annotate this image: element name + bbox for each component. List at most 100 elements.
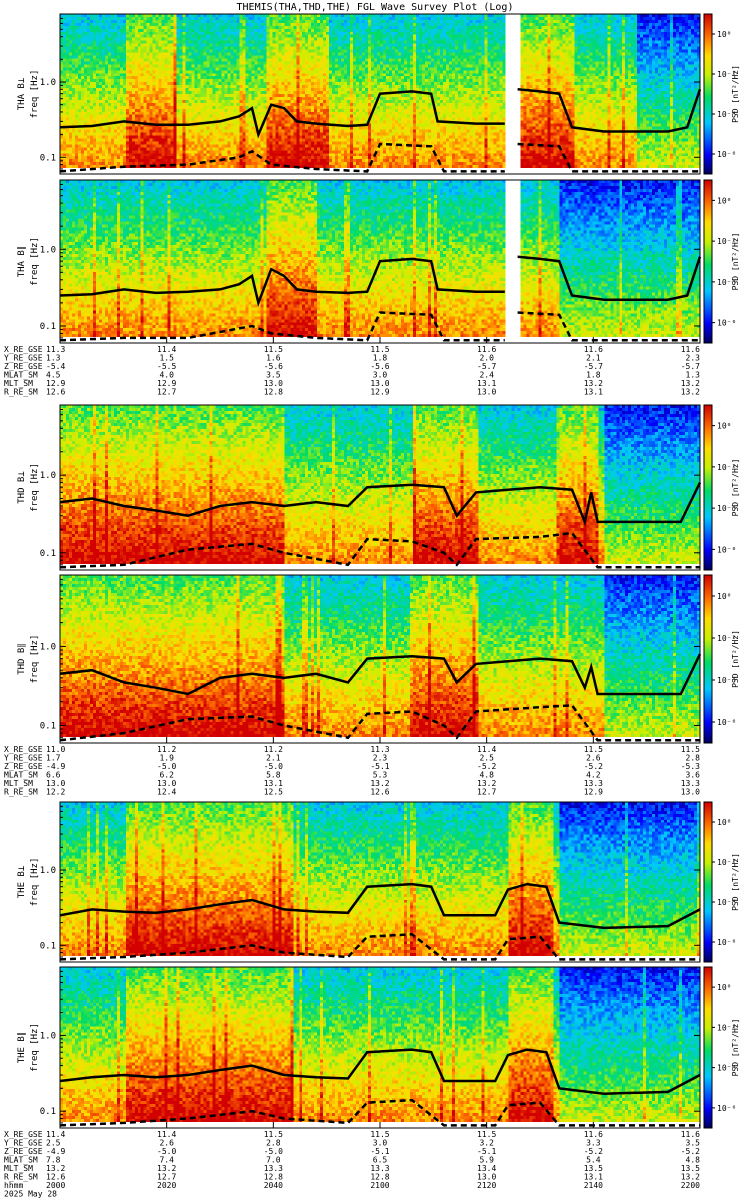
ephemeris-value: 3.6	[686, 771, 701, 780]
lower-frequency-line	[59, 311, 505, 342]
colorbar-tick-label: 10⁻⁶	[717, 319, 736, 328]
ephemeris-label: Z_RE_GSE	[4, 1147, 43, 1156]
panel-ylabel: THE B⊥	[17, 865, 27, 898]
ephemeris-value: -5.0	[157, 1147, 176, 1156]
ephemeris-value: 13.5	[584, 1164, 603, 1173]
ephemeris-value: 5.3	[373, 771, 388, 780]
ephemeris-label: Y_RE_GSE	[4, 354, 43, 363]
chart-title: THEMIS(THA,THD,THE) FGL Wave Survey Plot…	[237, 2, 514, 13]
ephemeris-value: 6.2	[159, 771, 174, 780]
ephemeris-value: 4.0	[159, 371, 174, 380]
ephemeris-value: 4.5	[46, 371, 61, 380]
ephemeris-label: Y_RE_GSE	[4, 754, 43, 763]
ephemeris-value: 6.6	[46, 771, 61, 780]
colorbar-tick-label: 10⁻²	[717, 237, 736, 246]
ephemeris-label: R_RE_SM	[4, 1173, 38, 1182]
ephemeris-value: 2200	[681, 1181, 700, 1190]
colorbar-tick-label: 10⁻²	[717, 1023, 736, 1032]
ephemeris-value: 11.6	[681, 345, 700, 354]
colorbar-tick-label: 10⁰	[717, 196, 731, 205]
ephemeris-value: 7.8	[46, 1156, 61, 1165]
colorbar	[703, 179, 713, 344]
mean-frequency-line	[59, 1048, 701, 1095]
ephemeris-value: 5.4	[586, 1156, 601, 1165]
colorbar-tick-label: 10⁻⁴	[717, 110, 736, 119]
ephemeris-value: 2020	[157, 1181, 176, 1190]
spectrogram-panel-2: 0.1 1.0 THA B∥ freq [Hz] 10⁰ 10⁻² 10⁻⁴ 10⁻⁶ PSD …	[17, 179, 740, 344]
mean-frequency-line	[59, 90, 505, 139]
ephemeris-value: 2040	[264, 1181, 283, 1190]
ephemeris-label: 2025 May 28	[4, 1190, 57, 1199]
ephemeris-value: 3.5	[686, 1139, 701, 1148]
ephemeris-value: 12.7	[477, 788, 496, 797]
ephemeris-value: 5.8	[266, 771, 281, 780]
ephemeris-value: 11.4	[477, 745, 496, 754]
ephemeris-value: 13.2	[46, 1164, 65, 1173]
ephemeris-block-1: X_RE_GSEY_RE_GSEZ_RE_GSEMLAT_SMMLT_SMR_R…	[4, 337, 701, 397]
ephemeris-value: 13.2	[477, 779, 496, 788]
ephemeris-value: 13.3	[681, 779, 700, 788]
ephemeris-label: Y_RE_GSE	[4, 1139, 43, 1148]
ephemeris-value: 13.1	[264, 779, 283, 788]
ephemeris-value: -5.0	[157, 762, 176, 771]
mean-frequency-line	[59, 882, 701, 930]
colorbar-label: PSD [nT²/Hz]	[731, 233, 740, 291]
colorbar	[703, 966, 713, 1129]
ephemeris-value: -5.3	[681, 762, 700, 771]
colorbar-tick-label: 10⁻²	[717, 858, 736, 867]
ephemeris-value: 11.3	[46, 345, 65, 354]
ephemeris-value: 13.1	[584, 1173, 603, 1182]
lower-frequency-line	[59, 704, 700, 742]
y-tick-label: 1.0	[40, 471, 56, 481]
ephemeris-value: 12.8	[264, 388, 283, 397]
panel-ylabel: THA B⊥	[17, 77, 27, 110]
lower-frequency-line	[59, 933, 700, 961]
ephemeris-value: 12.9	[46, 379, 65, 388]
ephemeris-value: 2.6	[159, 1139, 174, 1148]
panel-ylabel-units: freq [Hz]	[30, 1023, 40, 1072]
colorbar-tick-label: 10⁻⁴	[717, 676, 736, 685]
ephemeris-value: 13.1	[477, 379, 496, 388]
ephemeris-value: 2.5	[479, 754, 494, 763]
ephemeris-value: 13.2	[681, 388, 700, 397]
ephemeris-value: 13.0	[157, 779, 176, 788]
ephemeris-label: MLAT_SM	[4, 371, 38, 380]
ephemeris-label: R_RE_SM	[4, 788, 38, 797]
ephemeris-value: -5.2	[584, 1147, 603, 1156]
ephemeris-value: 2.3	[373, 754, 388, 763]
panel-ylabel: THE B∥	[17, 1032, 27, 1064]
ephemeris-label: Z_RE_GSE	[4, 762, 43, 771]
panel-ylabel: THA B∥	[17, 246, 27, 278]
ephemeris-value: 7.4	[159, 1156, 174, 1165]
colorbar-tick-label: 10⁻⁶	[717, 545, 736, 554]
ephemeris-value: 12.9	[370, 388, 389, 397]
colorbar	[703, 13, 713, 175]
y-tick-label: 1.0	[40, 1031, 56, 1041]
ephemeris-value: 2100	[370, 1181, 389, 1190]
ephemeris-value: -5.1	[477, 1147, 496, 1156]
ephemeris-value: 3.0	[373, 371, 388, 380]
ephemeris-value: -5.2	[681, 1147, 700, 1156]
ephemeris-value: 13.2	[584, 379, 603, 388]
ephemeris-value: 12.2	[46, 788, 65, 797]
ephemeris-value: 12.6	[46, 1173, 65, 1182]
ephemeris-value: -5.5	[157, 362, 176, 371]
ephemeris-value: 13.3	[370, 1164, 389, 1173]
mean-frequency-line	[517, 255, 702, 301]
ephemeris-value: 11.5	[264, 345, 283, 354]
panel-ylabel-units: freq [Hz]	[30, 237, 40, 286]
ephemeris-value: 11.4	[157, 345, 176, 354]
ephemeris-value: 11.4	[46, 1130, 65, 1139]
colorbar-tick-label: 10⁻⁴	[717, 504, 736, 513]
lower-frequency-line	[517, 311, 700, 342]
ephemeris-value: 12.5	[264, 788, 283, 797]
ephemeris-value: 11.3	[370, 745, 389, 754]
colorbar-tick-label: 10⁻⁴	[717, 1064, 736, 1073]
ephemeris-value: 11.5	[584, 745, 603, 754]
ephemeris-value: 1.8	[373, 354, 388, 363]
spectrogram-panel-3: 0.1 1.0 THD B⊥ freq [Hz] 10⁰ 10⁻² 10⁻⁴ 10⁻⁶ PSD …	[17, 404, 740, 571]
ephemeris-value: 2140	[584, 1181, 603, 1190]
ephemeris-value: 13.0	[370, 379, 389, 388]
ephemeris-value: 1.3	[686, 371, 701, 380]
